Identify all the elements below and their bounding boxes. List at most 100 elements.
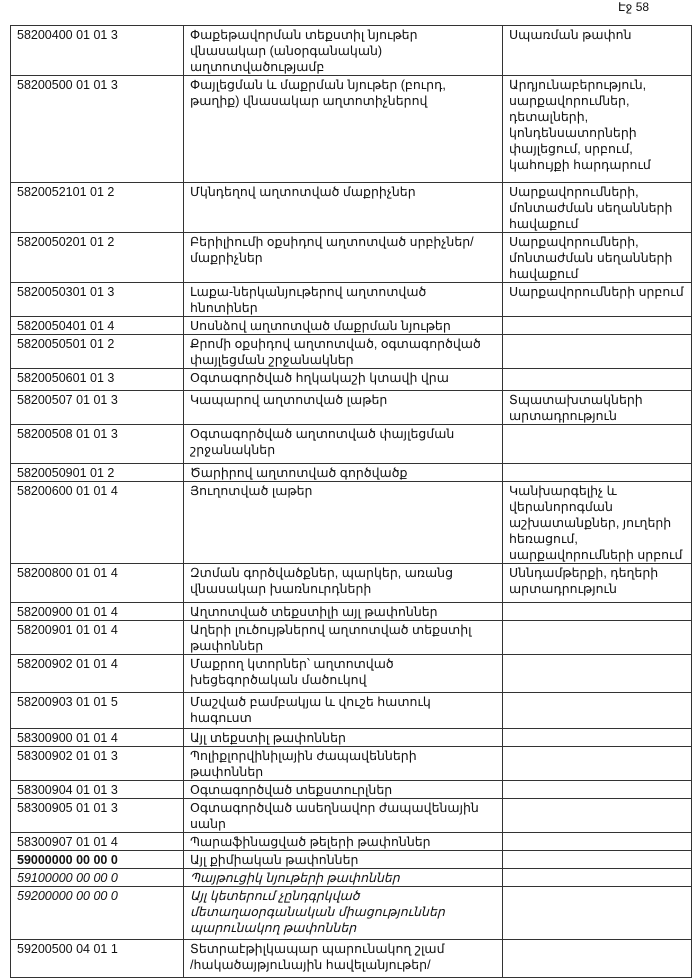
waste-name-cell: Կապարով աղտոտված լաթեր bbox=[183, 390, 503, 425]
waste-code-cell: 58300900 01 01 4 bbox=[10, 728, 184, 747]
waste-code-cell: 58300905 01 01 3 bbox=[10, 798, 184, 833]
table-row: 59100000 00 00 0 Պայթուցիկ նյութերի թափոն… bbox=[10, 868, 692, 887]
waste-name-cell: Լաքա-ներկանյութերով աղտոտված հնոտիներ bbox=[183, 282, 503, 317]
table-row: 58300902 01 01 3 Պոլիքլորվինիլային ժապավե… bbox=[10, 746, 692, 781]
waste-name-cell: Օգտագործված ասեղնավոր ժապավենային սանր bbox=[183, 798, 503, 833]
waste-name-cell: Աղտոտված տեքստիլի այլ թափոններ bbox=[183, 602, 503, 621]
waste-code-cell: 58200500 01 01 3 bbox=[10, 75, 184, 183]
activity-cell bbox=[502, 798, 692, 833]
waste-code-cell: 59200500 04 01 1 bbox=[10, 939, 184, 978]
waste-name-cell: Փաքեթավորման տեքստիլ նյութեր վնասակար (ա… bbox=[183, 25, 503, 76]
activity-cell: Սննդամթերքի, դեղերի արտադրություն bbox=[502, 563, 692, 603]
activity-cell: Սարքավորումների սրբում bbox=[502, 282, 692, 317]
waste-name-cell: Օգտագործված տեքստուրլներ bbox=[183, 780, 503, 799]
activity-cell bbox=[502, 780, 692, 799]
waste-code-cell: 5820050201 01 2 bbox=[10, 232, 184, 283]
table-row: 5820050201 01 2 Բերիլիումի օքսիդով աղտոտվ… bbox=[10, 232, 692, 283]
table-row: 58200901 01 01 4 Աղերի լուծույթներով աղտո… bbox=[10, 620, 692, 655]
table-row: 59200000 00 00 0 Այլ կետերում չընդգրկված … bbox=[10, 886, 692, 940]
waste-code-cell: 58300907 01 01 4 bbox=[10, 832, 184, 851]
waste-name-cell: Փայլեցման և մաքրման նյութեր (բուրդ, թաղի… bbox=[183, 75, 503, 183]
waste-name-cell: Օգտագործված հղկակաշի կտավի վրա bbox=[183, 368, 503, 391]
table-row: 59000000 00 00 0 Այլ քիմիական թափոններ bbox=[10, 850, 692, 869]
waste-name-cell: Պոլիքլորվինիլային ժապավենների թափոններ bbox=[183, 746, 503, 781]
waste-name-cell: Պարաֆինացված թելերի թափոններ bbox=[183, 832, 503, 851]
table-row: 58200900 01 01 4 Աղտոտված տեքստիլի այլ թա… bbox=[10, 602, 692, 621]
activity-cell bbox=[502, 728, 692, 747]
activity-cell: Կանխարգելիչ և վերանորոգման աշխատանքներ, … bbox=[502, 481, 692, 564]
waste-name-cell: Քրոմի օքսիդով աղտոտված, օգտագործված փայլ… bbox=[183, 334, 503, 369]
table-row: 58200600 01 01 4 Յուղոտված լաթեր Կանխարգել… bbox=[10, 481, 692, 564]
activity-cell bbox=[502, 746, 692, 781]
table-row: 5820052101 01 2 Մկնդեղով աղտոտված մաքրիչն… bbox=[10, 182, 692, 233]
waste-code-cell: 58200901 01 01 4 bbox=[10, 620, 184, 655]
activity-cell bbox=[502, 832, 692, 851]
waste-name-cell: Այլ կետերում չընդգրկված մետաղաօրգանական … bbox=[183, 886, 503, 940]
activity-cell bbox=[502, 654, 692, 693]
waste-name-cell: Ծարիրով աղտոտված գործվածք bbox=[183, 463, 503, 482]
activity-cell bbox=[502, 602, 692, 621]
waste-code-cell: 58200800 01 01 4 bbox=[10, 563, 184, 603]
table-row: 58200400 01 01 3 Փաքեթավորման տեքստիլ նյո… bbox=[10, 25, 692, 76]
activity-cell bbox=[502, 424, 692, 464]
table-row: 58300905 01 01 3 Օգտագործված ասեղնավոր ժա… bbox=[10, 798, 692, 833]
table-row: 59200500 04 01 1 Տետրաէթիլկապար պարունակո… bbox=[10, 939, 692, 978]
waste-code-cell: 59000000 00 00 0 bbox=[10, 850, 184, 869]
waste-code-cell: 58200507 01 01 3 bbox=[10, 390, 184, 425]
waste-code-cell: 5820052101 01 2 bbox=[10, 182, 184, 233]
activity-cell bbox=[502, 368, 692, 391]
waste-code-cell: 58200600 01 01 4 bbox=[10, 481, 184, 564]
activity-cell: Սարքավորումների, մոնտաժման սեղանների հավ… bbox=[502, 232, 692, 283]
activity-cell bbox=[502, 463, 692, 482]
waste-name-cell: Մաքրող կտորներ՝ աղտոտված խեցեգործական մա… bbox=[183, 654, 503, 693]
waste-name-cell: Աղերի լուծույթներով աղտոտված տեքստիլ թափ… bbox=[183, 620, 503, 655]
table-row: 58300904 01 01 3 Օգտագործված տեքստուրլներ bbox=[10, 780, 692, 799]
waste-name-cell: Սոսնձով աղտոտված մաքրման նյութեր bbox=[183, 316, 503, 335]
table-row: 5820050501 01 2 Քրոմի օքսիդով աղտոտված, օ… bbox=[10, 334, 692, 369]
table-row: 58200902 01 01 4 Մաքրող կտորներ՝ աղտոտված… bbox=[10, 654, 692, 693]
waste-name-cell: Յուղոտված լաթեր bbox=[183, 481, 503, 564]
waste-code-cell: 58200400 01 01 3 bbox=[10, 25, 184, 76]
waste-code-cell: 5820050601 01 3 bbox=[10, 368, 184, 391]
table-row: 5820050601 01 3 Օգտագործված հղկակաշի կտավ… bbox=[10, 368, 692, 391]
waste-code-cell: 59200000 00 00 0 bbox=[10, 886, 184, 940]
waste-name-cell: Մկնդեղով աղտոտված մաքրիչներ bbox=[183, 182, 503, 233]
waste-classification-table: 58200400 01 01 3 Փաքեթավորման տեքստիլ նյո… bbox=[10, 25, 692, 978]
waste-name-cell: Այլ տեքստիլ թափոններ bbox=[183, 728, 503, 747]
waste-name-cell: Տետրաէթիլկապար պարունակող շլամ /հակածայթ… bbox=[183, 939, 503, 978]
waste-code-cell: 5820050401 01 4 bbox=[10, 316, 184, 335]
activity-cell bbox=[502, 939, 692, 978]
table-row: 58200508 01 01 3 Օգտագործված աղտոտված փայ… bbox=[10, 424, 692, 464]
table-row: 58300900 01 01 4 Այլ տեքստիլ թափոններ bbox=[10, 728, 692, 747]
waste-code-cell: 58200902 01 01 4 bbox=[10, 654, 184, 693]
table-row: 58200800 01 01 4 Զտման գործվածքներ, պարկե… bbox=[10, 563, 692, 603]
table-row: 58200507 01 01 3 Կապարով աղտոտված լաթեր Տպ… bbox=[10, 390, 692, 425]
waste-code-cell: 58200508 01 01 3 bbox=[10, 424, 184, 464]
activity-cell bbox=[502, 868, 692, 887]
activity-cell bbox=[502, 692, 692, 729]
activity-cell: Արդյունաբերություն, սարքավորումներ, դետա… bbox=[502, 75, 692, 183]
waste-name-cell: Այլ քիմիական թափոններ bbox=[183, 850, 503, 869]
table-row: 58200903 01 01 5 Մաշված բամբակյա և վուշե … bbox=[10, 692, 692, 729]
waste-code-cell: 58200900 01 01 4 bbox=[10, 602, 184, 621]
waste-code-cell: 5820050301 01 3 bbox=[10, 282, 184, 317]
waste-code-cell: 58300902 01 01 3 bbox=[10, 746, 184, 781]
activity-cell bbox=[502, 316, 692, 335]
waste-name-cell: Մաշված բամբակյա և վուշե հատուկ հագուստ bbox=[183, 692, 503, 729]
waste-code-cell: 58200903 01 01 5 bbox=[10, 692, 184, 729]
waste-code-cell: 5820050901 01 2 bbox=[10, 463, 184, 482]
waste-code-cell: 58300904 01 01 3 bbox=[10, 780, 184, 799]
table-row: 5820050901 01 2 Ծարիրով աղտոտված գործվածք bbox=[10, 463, 692, 482]
activity-cell: Տպատախտակների արտադրություն bbox=[502, 390, 692, 425]
waste-name-cell: Պայթուցիկ նյութերի թափոններ bbox=[183, 868, 503, 887]
waste-name-cell: Օգտագործված աղտոտված փայլեցման շրջանակնե… bbox=[183, 424, 503, 464]
activity-cell: Սպառման թափոն bbox=[502, 25, 692, 76]
table-row: 5820050401 01 4 Սոսնձով աղտոտված մաքրման … bbox=[10, 316, 692, 335]
waste-code-cell: 5820050501 01 2 bbox=[10, 334, 184, 369]
activity-cell bbox=[502, 620, 692, 655]
activity-cell bbox=[502, 886, 692, 940]
activity-cell: Սարքավորումների, մոնտաժման սեղանների հավ… bbox=[502, 182, 692, 233]
activity-cell bbox=[502, 334, 692, 369]
waste-name-cell: Բերիլիումի օքսիդով աղտոտված սրբիչներ/ մա… bbox=[183, 232, 503, 283]
activity-cell bbox=[502, 850, 692, 869]
